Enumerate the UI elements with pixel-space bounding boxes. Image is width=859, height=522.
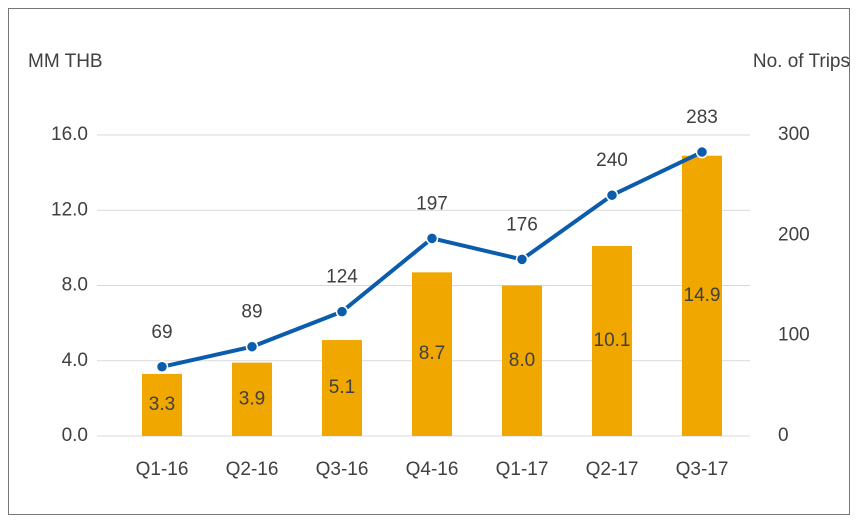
line-marker [605,188,619,202]
line-value-label: 176 [506,214,538,235]
x-tick-label: Q2-16 [226,459,279,480]
line-marker [245,340,259,353]
line-value-label: 240 [596,150,628,171]
chart-frame [8,8,850,515]
y2-tick-label: 0 [778,425,789,446]
x-tick-label: Q1-16 [136,459,189,480]
bar [412,272,452,436]
line-marker [425,232,439,245]
line-value-label: 69 [151,322,172,343]
line-marker [515,253,529,266]
line-value-label: 124 [326,267,358,288]
bar-value-label: 8.7 [419,343,445,364]
bar [592,245,632,436]
y-tick-label: 16.0 [51,124,88,145]
bar [682,155,722,436]
x-tick-label: Q1-17 [496,459,549,480]
bar-value-label: 5.1 [329,377,355,398]
y2-tick-label: 300 [778,124,810,145]
y-tick-label: 12.0 [51,199,88,220]
y2-axis-label: No. of Trips [753,51,850,72]
x-tick-label: Q3-17 [676,459,729,480]
bar-value-label: 3.3 [149,394,175,415]
bar-value-label: 8.0 [509,350,535,371]
bar [142,373,182,436]
line-value-label: 283 [686,107,718,128]
bar [502,285,542,436]
line-marker [155,360,169,374]
bar [232,362,272,436]
bar [322,340,362,436]
y-axis-label: MM THB [28,51,103,72]
y2-tick-label: 100 [778,325,810,346]
line-value-label: 197 [416,193,448,214]
y2-tick-label: 200 [778,224,810,245]
line-marker [335,305,349,318]
bar-value-label: 14.9 [684,285,721,306]
y-tick-label: 4.0 [62,350,88,371]
line-marker [695,145,709,159]
line-value-label: 89 [241,302,262,323]
x-tick-label: Q4-16 [406,459,459,480]
bar-value-label: 10.1 [594,330,631,351]
y-tick-label: 0.0 [62,425,88,446]
bar-value-label: 3.9 [239,388,265,409]
x-tick-label: Q2-17 [586,459,639,480]
x-tick-label: Q3-16 [316,459,369,480]
y-tick-label: 8.0 [62,275,88,296]
